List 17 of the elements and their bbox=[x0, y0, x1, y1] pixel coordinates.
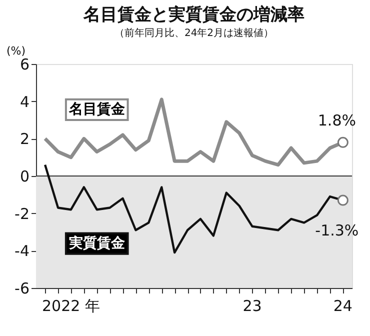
annotation: 1.8% bbox=[318, 111, 356, 130]
y-tick-label: -6 bbox=[14, 280, 30, 298]
y-tick-label: 4 bbox=[20, 92, 30, 111]
y-tick-label: -2 bbox=[14, 204, 30, 223]
chart-subtitle: （前年同月比、24年2月は速報値） bbox=[114, 27, 274, 39]
y-tick-label: 6 bbox=[20, 56, 30, 74]
series-label: 名目賃金 bbox=[68, 102, 126, 118]
y-tick-label: -4 bbox=[14, 242, 30, 260]
text: 2022 年 bbox=[42, 297, 100, 315]
chart-title: 名目賃金と実質賃金の増減率 bbox=[82, 4, 304, 25]
y-axis-title: (%) bbox=[6, 44, 26, 58]
annotation: -1.3% bbox=[315, 221, 359, 240]
y-tick-label: 0 bbox=[20, 168, 30, 186]
series-label: 実質賃金 bbox=[68, 234, 126, 252]
y-tick-label: 2 bbox=[20, 130, 30, 148]
text: 23 bbox=[242, 297, 262, 315]
text: 24 bbox=[333, 297, 352, 315]
